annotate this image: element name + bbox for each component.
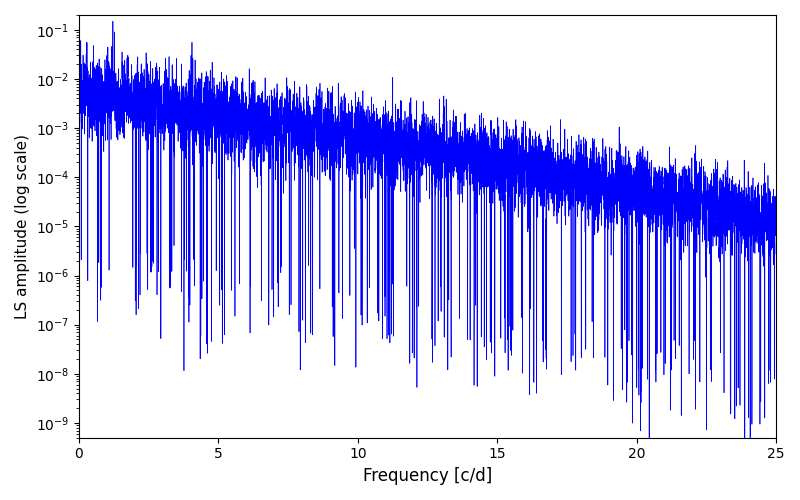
Y-axis label: LS amplitude (log scale): LS amplitude (log scale) (15, 134, 30, 319)
X-axis label: Frequency [c/d]: Frequency [c/d] (363, 467, 492, 485)
